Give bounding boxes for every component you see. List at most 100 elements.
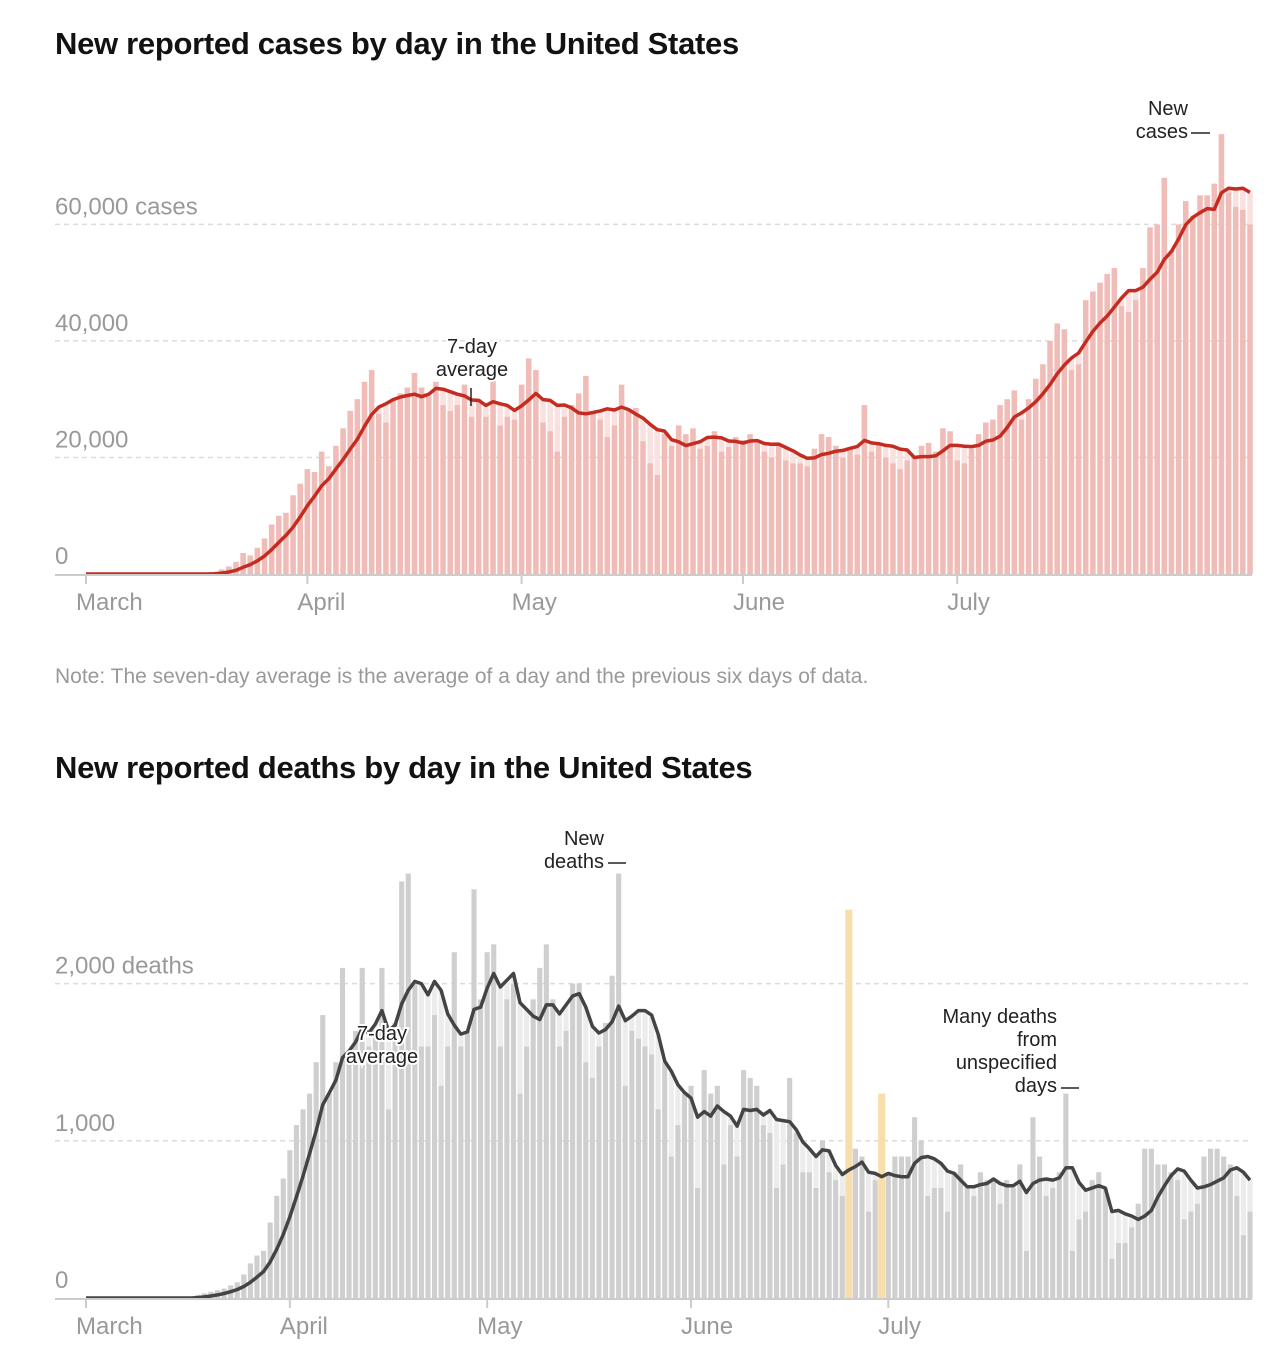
bar [971, 1195, 977, 1298]
bar [740, 439, 746, 574]
bar-faded [497, 986, 503, 1047]
bar [1247, 224, 1253, 574]
bar [1240, 1235, 1246, 1298]
deaths-chart: 0 1,000 2,000 deaths March April May June July 7… [55, 826, 1253, 1340]
bar [1069, 1250, 1076, 1298]
bar [747, 1077, 753, 1298]
bar [905, 1156, 911, 1298]
bar-faded [366, 1033, 372, 1047]
bar-faded [511, 410, 518, 420]
bar [625, 410, 632, 574]
bar [898, 1156, 905, 1298]
bar [1204, 195, 1210, 574]
bar [701, 1070, 707, 1298]
bar [797, 463, 803, 574]
bar-faded [839, 1174, 845, 1196]
bar [433, 381, 439, 574]
bar [885, 1172, 891, 1298]
bar-faded [1023, 1192, 1029, 1251]
bar [925, 1195, 931, 1298]
bar [483, 416, 489, 574]
bar [484, 952, 490, 1298]
bar [478, 999, 484, 1298]
bar [1030, 1117, 1036, 1298]
bar [1104, 273, 1110, 574]
bar [1010, 1187, 1016, 1298]
bar [793, 1132, 799, 1298]
x-tick-label: April [280, 1313, 328, 1340]
bar [1050, 1187, 1056, 1298]
y-tick-label: 40,000 [55, 310, 128, 337]
bar-faded [438, 990, 444, 1086]
bar [376, 413, 382, 574]
bar [454, 405, 461, 574]
bar [662, 1062, 668, 1298]
bar [982, 422, 989, 574]
bar [311, 472, 318, 574]
bar-faded [589, 1026, 595, 1078]
bar [583, 375, 589, 574]
bar [438, 1085, 444, 1298]
annotation-text: 7-day [357, 1023, 407, 1045]
bar-faded [642, 1010, 648, 1047]
bar [697, 448, 703, 574]
bar [390, 399, 396, 574]
bar-faded [524, 1009, 530, 1047]
bar-faded [897, 449, 903, 470]
bar-faded [961, 446, 968, 464]
bar-faded [418, 983, 424, 1047]
deaths-chart-title: New reported deaths by day in the United… [55, 750, 753, 785]
bar [233, 561, 239, 574]
bar [747, 434, 753, 574]
bar [1207, 1148, 1214, 1298]
bar-faded [504, 980, 510, 1000]
bar-faded [1125, 290, 1132, 312]
bar-faded [629, 1016, 635, 1031]
bar-faded [583, 1007, 589, 1063]
bar-faded [1132, 290, 1139, 301]
bar [861, 405, 868, 574]
bar-faded [697, 441, 703, 449]
bar-faded [954, 445, 960, 461]
annotation-text: average [346, 1046, 418, 1068]
bar-faded [997, 1183, 1003, 1204]
bar [1115, 1242, 1122, 1298]
highlight-bar [845, 909, 853, 1298]
bar [681, 1093, 688, 1298]
bars-group [211, 134, 1253, 575]
bar [1232, 206, 1239, 575]
average-line [86, 971, 1252, 1300]
bar [287, 1150, 293, 1298]
bar-faded [1115, 1210, 1122, 1243]
bar [589, 1077, 595, 1298]
bar [668, 1156, 674, 1298]
bar-faded [695, 1117, 701, 1188]
bar [490, 378, 496, 574]
bar [379, 967, 385, 1298]
bar [813, 1187, 819, 1298]
bar [326, 466, 332, 574]
bar-faded [1043, 1178, 1049, 1196]
bar [1056, 1172, 1062, 1298]
bar [397, 393, 403, 574]
bar [1096, 1172, 1102, 1298]
bar-faded [938, 1163, 944, 1188]
bar-faded [840, 450, 846, 458]
bar [497, 1046, 503, 1298]
bar [1075, 364, 1082, 574]
bar-faded [767, 1110, 773, 1133]
bar [933, 451, 939, 574]
bar [318, 451, 325, 574]
bar [405, 873, 411, 1298]
bar-faded [826, 1150, 832, 1173]
bar-faded [640, 418, 646, 442]
annotation-text: from [1017, 1029, 1057, 1051]
bar-faded [1247, 192, 1253, 225]
bar [1011, 390, 1018, 574]
bar [353, 1030, 359, 1298]
bar [718, 451, 725, 574]
bar [833, 445, 839, 574]
bar [938, 1187, 944, 1298]
bar-faded [445, 1013, 451, 1047]
